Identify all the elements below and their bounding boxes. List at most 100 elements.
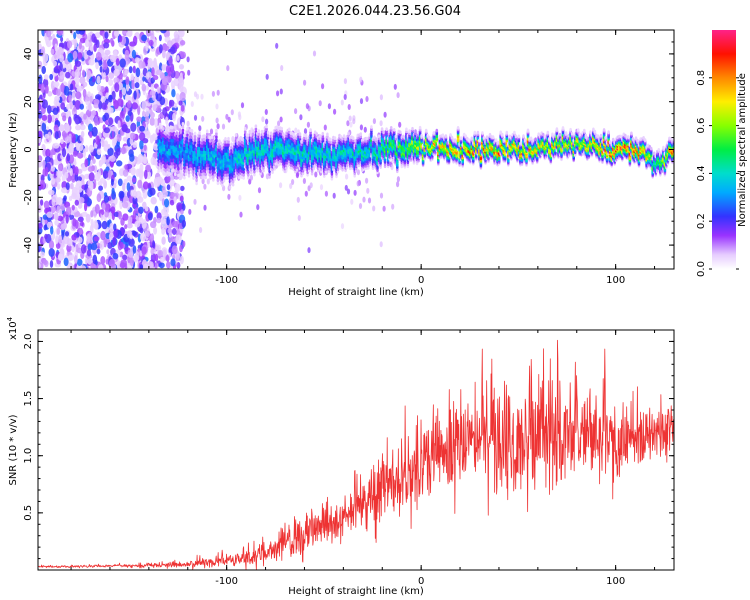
heatmap-cell xyxy=(105,159,109,167)
heatmap-cell xyxy=(394,134,398,139)
heatmap-cell xyxy=(55,235,59,245)
heatmap-cell xyxy=(95,61,99,70)
heatmap-cell xyxy=(78,197,85,204)
heatmap-cell xyxy=(86,233,91,243)
heatmap-cell xyxy=(45,85,49,94)
heatmap-cell xyxy=(169,99,175,107)
heatmap-cell xyxy=(312,50,317,57)
heatmap-cell xyxy=(362,196,366,203)
heatmap-cell xyxy=(117,98,124,107)
heatmap-cell xyxy=(343,78,347,85)
heatmap-cell xyxy=(167,228,171,234)
heatmap-cell xyxy=(96,148,102,156)
heatmap-cell xyxy=(265,124,268,129)
heatmap-cell xyxy=(73,255,78,264)
heatmap-cell xyxy=(366,187,370,194)
heatmap-cell xyxy=(114,82,120,93)
heatmap-cell xyxy=(131,80,135,90)
heatmap-cell xyxy=(67,52,74,63)
heatmap-cell xyxy=(324,190,328,197)
heatmap-cell xyxy=(64,231,70,237)
heatmap-cell xyxy=(108,94,113,103)
heatmap-cell xyxy=(238,194,242,201)
heatmap-cell xyxy=(178,100,183,106)
heatmap-cell xyxy=(180,104,185,112)
heatmap-cell xyxy=(124,164,128,170)
heatmap-cell xyxy=(67,40,73,49)
heatmap-cell xyxy=(81,211,88,217)
heatmap-cell xyxy=(181,219,186,228)
heatmap-cell xyxy=(152,159,158,166)
heatmap-cell xyxy=(99,66,103,73)
heatmap-cell xyxy=(152,240,156,249)
heatmap-cell xyxy=(343,94,347,100)
heatmap-cell xyxy=(167,168,171,173)
heatmap-cell xyxy=(110,206,116,214)
heatmap-cell xyxy=(132,141,138,148)
heatmap-cell xyxy=(111,187,115,195)
heatmap-cell xyxy=(84,158,89,168)
heatmap-cell xyxy=(173,196,177,204)
heatmap-cell xyxy=(45,148,51,158)
heatmap-cell xyxy=(87,91,91,97)
heatmap-cell xyxy=(103,42,110,49)
heatmap-cell xyxy=(90,242,98,251)
heatmap-cell xyxy=(80,130,85,138)
heatmap-cell xyxy=(424,128,428,133)
heatmap-cell xyxy=(169,179,176,187)
heatmap-cell xyxy=(95,135,100,145)
heatmap-cell xyxy=(112,236,116,246)
heatmap-cell xyxy=(392,127,396,132)
heatmap-cell xyxy=(226,65,230,72)
heatmap-cell xyxy=(227,116,231,123)
heatmap-cell xyxy=(143,263,149,269)
heatmap-cell xyxy=(38,110,43,119)
heatmap-cell xyxy=(115,58,120,66)
heatmap-cell xyxy=(53,212,59,221)
heatmap-cell xyxy=(76,187,83,193)
heatmap-cell xyxy=(175,93,180,101)
heatmap-cell xyxy=(391,203,395,210)
heatmap-cell xyxy=(151,67,155,76)
heatmap-cell xyxy=(280,126,284,131)
heatmap-cell xyxy=(159,256,165,263)
heatmap-cell xyxy=(96,75,101,85)
heatmap-cell xyxy=(350,198,354,205)
heatmap-cell xyxy=(156,106,161,113)
heatmap-cell xyxy=(133,254,139,263)
heatmap-cell xyxy=(60,138,64,145)
heatmap-cell xyxy=(385,127,388,132)
heatmap-cell xyxy=(145,30,152,37)
heatmap-cell xyxy=(141,246,147,255)
heatmap-cell xyxy=(370,125,373,129)
heatmap-cell xyxy=(127,215,133,225)
heatmap-cell xyxy=(51,114,55,123)
heatmap-cell xyxy=(154,118,158,128)
heatmap-cell xyxy=(80,244,87,254)
heatmap-cell xyxy=(379,241,383,248)
heatmap-cell xyxy=(61,174,66,182)
heatmap-cell xyxy=(152,105,157,111)
heatmap-cell xyxy=(109,155,116,162)
heatmap-cell xyxy=(193,91,198,98)
heatmap-cell xyxy=(398,121,402,128)
heatmap-cell xyxy=(265,73,269,80)
heatmap-cell xyxy=(174,183,181,192)
heatmap-cell xyxy=(54,95,60,102)
heatmap-cell xyxy=(319,184,324,191)
heatmap-cell xyxy=(74,68,80,78)
heatmap-cell xyxy=(161,64,166,71)
heatmap-cell xyxy=(201,115,205,122)
heatmap-cell xyxy=(96,84,102,92)
heatmap-cell xyxy=(144,169,148,180)
heatmap-cell xyxy=(130,132,136,140)
heatmap-cell xyxy=(92,158,96,165)
heatmap-cell xyxy=(149,187,156,196)
heatmap-cell xyxy=(243,126,247,131)
heatmap-cell xyxy=(116,160,123,167)
heatmap-cell xyxy=(110,178,114,186)
heatmap-cell xyxy=(57,30,64,36)
heatmap-cell xyxy=(323,124,327,131)
heatmap-cell xyxy=(199,227,203,233)
